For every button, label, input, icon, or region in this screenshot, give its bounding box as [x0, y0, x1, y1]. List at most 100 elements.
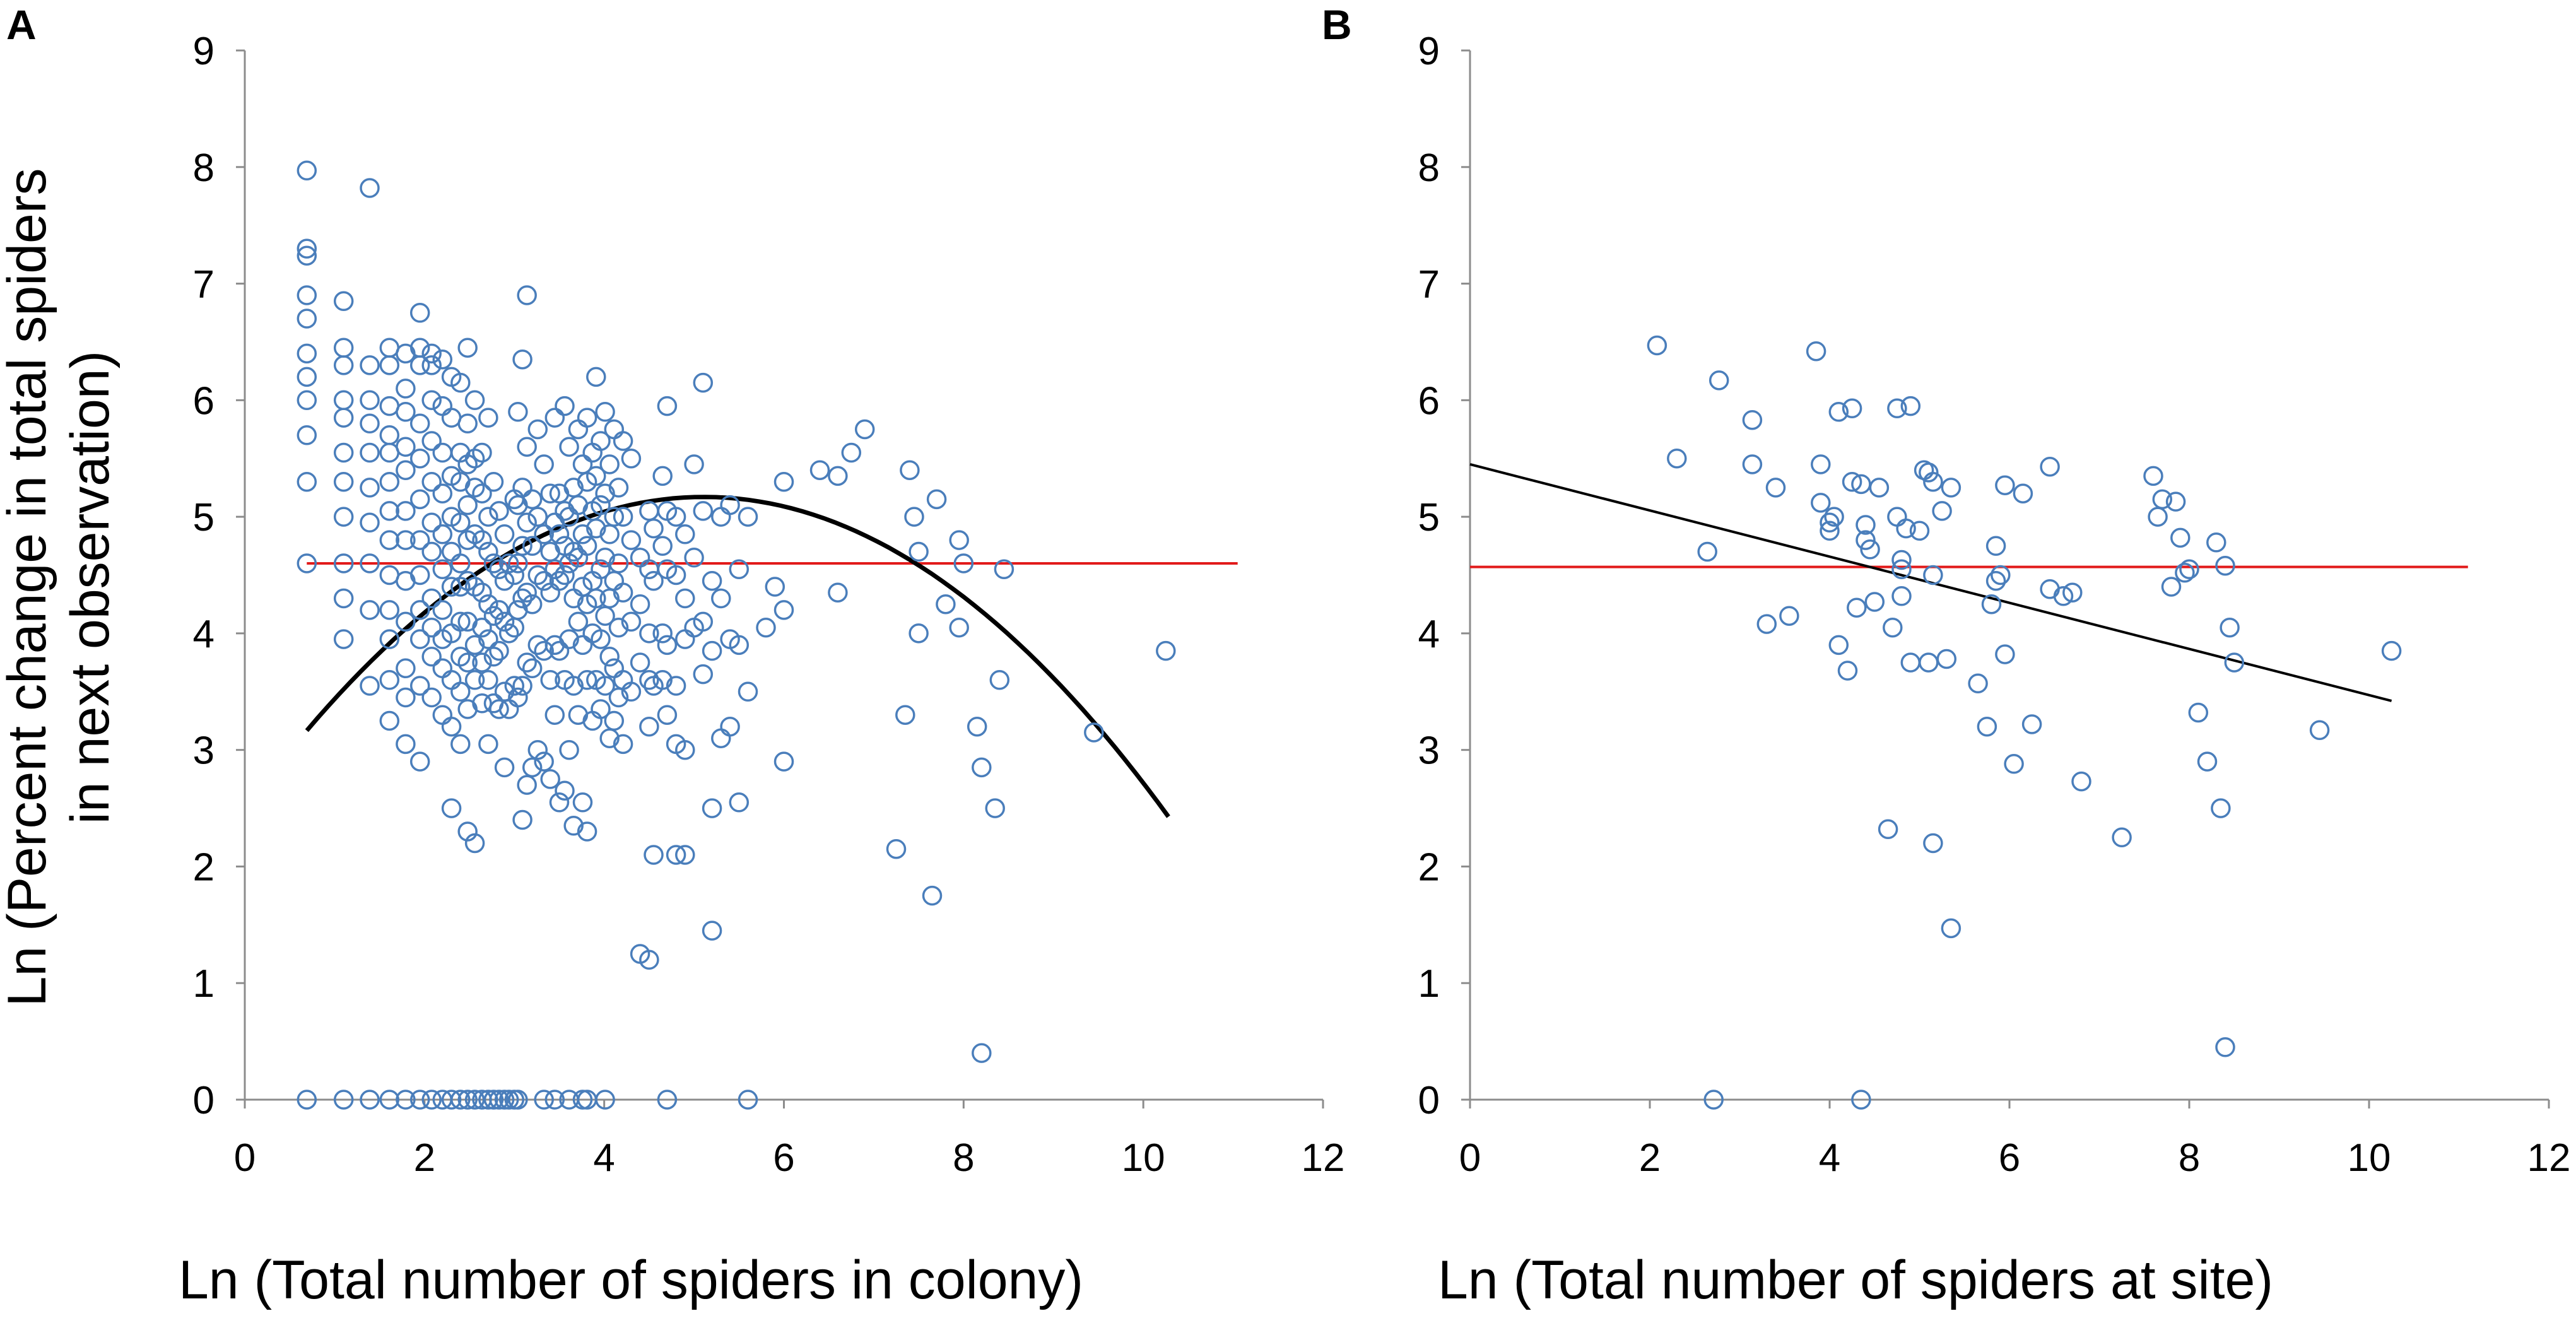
panel-a-data-point: [517, 437, 537, 457]
panel-a-data-point: [985, 798, 1005, 818]
panel-a-data-point: [599, 454, 620, 474]
panel-a-data-point: [478, 507, 498, 527]
panel-a-data-point: [591, 559, 611, 580]
panel-a-data-point: [684, 548, 704, 568]
panel-a-data-point: [773, 471, 794, 492]
panel-a-data-point: [396, 611, 416, 632]
panel-a-data-point: [333, 471, 354, 492]
panel-a-data-point: [555, 396, 575, 416]
panel-a-y-tick-label: 9: [193, 30, 215, 73]
panel-a-data-point: [421, 390, 442, 411]
panel-b-data-point: [1923, 833, 1943, 854]
panel-b-data-point: [2004, 754, 2024, 774]
panel-a-y-tick-label: 7: [193, 263, 215, 307]
panel-a-x-axis-title: Ln (Total number of spiders in colony): [179, 1250, 1083, 1310]
panel-a-data-point: [809, 460, 830, 480]
panel-a-data-point: [512, 349, 532, 370]
panel-a-data-point: [379, 530, 400, 550]
panel-a-data-point: [595, 1090, 615, 1110]
panel-a-data-point: [297, 471, 317, 492]
panel-b-x-tick-label: 6: [1999, 1136, 2020, 1180]
panel-a-data-point: [333, 442, 354, 463]
panel-b-data-point: [2040, 579, 2060, 599]
panel-a-data-point: [457, 495, 478, 515]
panel-a-y-tick-label: 1: [193, 962, 215, 1006]
panel-a-data-point: [534, 1090, 554, 1110]
panel-a-x-tick-label: 4: [593, 1136, 615, 1180]
panel-a-data-point: [522, 536, 543, 556]
panel-a-data-point: [604, 570, 625, 591]
panel-b-y-tick-label: 9: [1418, 30, 1440, 73]
panel-a-data-point: [483, 471, 504, 492]
panel-a-data-point: [450, 372, 471, 393]
panel-b-x-axis-title: Ln (Total number of spiders at site): [1438, 1250, 2273, 1310]
panel-a-data-point: [432, 658, 453, 679]
panel-b-data-point: [1941, 478, 1961, 498]
panel-a-data-point: [297, 309, 317, 329]
panel-a-data-point: [936, 594, 956, 614]
panel-a-data-point: [738, 681, 758, 702]
panel-a-data-point: [489, 1090, 509, 1110]
panel-b-data-point: [1887, 398, 1907, 419]
panel-a-data-point: [464, 1090, 485, 1110]
panel-a-data-point: [544, 705, 565, 725]
panel-b-data-point: [1856, 530, 1876, 550]
panel-a-data-point: [409, 530, 430, 550]
panel-a-data-point: [555, 501, 575, 521]
panel-a-data-point: [517, 652, 537, 673]
panel-a-data-point: [432, 559, 453, 580]
panel-a-y-axis-title-line1: Ln (Percent change in total spiders: [0, 168, 57, 1006]
panel-a-data-point: [441, 408, 462, 428]
panel-a-data-point: [828, 466, 848, 486]
panel-a-data-point: [989, 670, 1010, 690]
panel-a-data-point: [577, 536, 597, 556]
panel-b-data-point: [1900, 396, 1921, 416]
panel-a-data-point: [472, 582, 492, 603]
panel-b-data-point: [2161, 577, 2182, 597]
panel-a-data-point: [333, 1090, 354, 1110]
panel-a-data-point: [421, 512, 442, 533]
panel-a-data-point: [738, 1090, 758, 1110]
panel-a-data-point: [360, 600, 380, 620]
panel-a-data-point: [379, 670, 400, 690]
panel-a-data-point: [828, 582, 848, 603]
panel-a-data-point: [675, 524, 695, 544]
panel-a-data-point: [360, 413, 380, 434]
panel-b-y-tick-label: 1: [1418, 962, 1440, 1006]
panel-b-data-point: [1847, 597, 1867, 618]
panel-a-data-point: [522, 757, 543, 778]
panel-a-data-point: [693, 372, 714, 393]
panel-a-data-point: [409, 303, 430, 323]
panel-a-data-point: [527, 419, 548, 440]
panel-a-data-point: [432, 396, 453, 416]
panel-b-data-point: [2021, 714, 2042, 734]
panel-b-data-point: [1985, 536, 2006, 556]
panel-a-data-point: [450, 681, 471, 702]
panel-b-data-point: [2152, 489, 2173, 510]
panel-a-data-point: [478, 1090, 498, 1110]
panel-a-data-point: [396, 687, 416, 708]
panel-a-data-point: [379, 710, 400, 731]
panel-a-data-point: [450, 512, 471, 533]
panel-b-data-point: [2013, 483, 2033, 503]
panel-a-data-point: [549, 570, 570, 591]
panel-a-data-point: [421, 588, 442, 609]
panel-a-data-point: [729, 559, 750, 580]
panel-b-data-point: [1697, 541, 1717, 562]
panel-b-data-point: [1985, 570, 2006, 591]
panel-a-data-point: [441, 541, 462, 562]
panel-a-data-point: [994, 559, 1015, 580]
panel-a-data-point: [441, 1090, 462, 1110]
panel-a-y-tick-label: 4: [193, 613, 215, 656]
panel-a-data-point: [333, 553, 354, 573]
panel-a-x-tick-label: 0: [234, 1136, 256, 1180]
panel-a-x-tick-label: 6: [773, 1136, 794, 1180]
panel-a-data-point: [549, 524, 570, 544]
panel-a-data-point: [639, 670, 659, 690]
panel-a-data-point: [949, 530, 969, 550]
panel-a-data-point: [297, 553, 317, 573]
panel-a-data-point: [472, 617, 492, 638]
panel-a-data-point: [512, 809, 532, 830]
panel-b-data-point: [1709, 370, 1729, 391]
panel-a-data-point: [886, 838, 907, 859]
